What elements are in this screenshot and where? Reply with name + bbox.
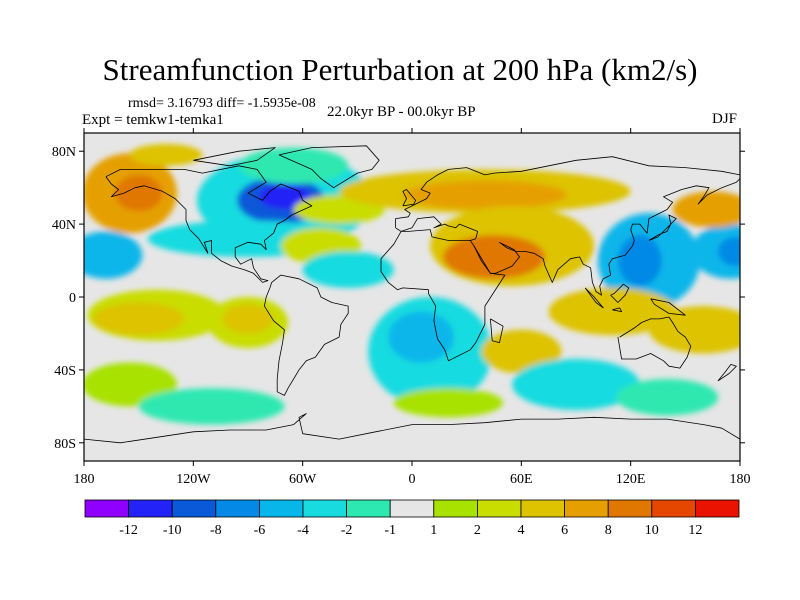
field-region	[129, 143, 203, 166]
colorbar-label: 6	[561, 523, 568, 538]
lon-tick-label: 60W	[289, 472, 317, 487]
field-region	[114, 174, 163, 212]
coastlines	[84, 145, 740, 444]
lat-tick-label: 80N	[52, 145, 76, 160]
colorbar-swatch	[433, 499, 478, 518]
coastline	[395, 216, 478, 241]
coastline	[650, 298, 686, 316]
coastline	[105, 165, 313, 283]
coastline	[717, 364, 737, 382]
field-region	[616, 379, 719, 416]
colorbar-label: -10	[163, 523, 182, 538]
field-region	[672, 191, 740, 228]
coastline	[617, 316, 692, 369]
colorbar-swatch	[302, 499, 347, 518]
field-region	[93, 302, 185, 336]
colorbar-swatch	[607, 499, 653, 518]
season-label: DJF	[712, 111, 738, 127]
field-region	[481, 329, 562, 374]
field-region	[84, 231, 143, 279]
coastline	[395, 156, 740, 228]
coastline	[490, 318, 504, 343]
colorbar-swatch	[84, 499, 129, 518]
lat-tick-label: 0	[69, 291, 76, 306]
colorbar-swatch	[651, 499, 696, 518]
colorbar-label: 10	[645, 523, 659, 538]
colorbar-swatch	[258, 499, 304, 518]
colorbar-swatch	[564, 499, 609, 518]
lat-tick-label: 40N	[52, 218, 76, 233]
colorbar-label: 2	[474, 523, 481, 538]
field-region	[648, 306, 740, 354]
colorbar-swatch	[346, 499, 391, 518]
lon-tick-label: 180	[74, 472, 95, 487]
field-region	[718, 236, 740, 267]
colorbar-label: -8	[210, 523, 222, 538]
coastline	[612, 307, 622, 312]
coastline	[402, 189, 416, 207]
colorbar-label: -6	[254, 523, 266, 538]
lon-tick-label: 60E	[510, 472, 533, 487]
colorbar-swatch	[128, 499, 173, 518]
colorbar-swatch	[215, 499, 260, 518]
coastline	[278, 145, 380, 189]
experiment-label: Expt = temkw1-temka1	[82, 112, 224, 128]
field-region	[617, 235, 662, 287]
field-region	[393, 388, 504, 418]
period-label: 22.0kyr BP - 00.0kyr BP	[327, 104, 476, 120]
field-region	[548, 287, 677, 336]
colorbar-label: -2	[341, 523, 353, 538]
colorbar-swatch	[695, 499, 740, 518]
colorbar-swatch	[476, 499, 522, 518]
stats-line: rmsd= 3.16793 diff= -1.5935e-08	[128, 96, 316, 111]
coastline	[648, 214, 677, 241]
field-region	[402, 180, 567, 210]
colorbar-label: -1	[384, 523, 396, 538]
lon-tick-label: 180	[730, 472, 751, 487]
field-region	[442, 235, 546, 279]
colorbar-swatch	[389, 499, 435, 518]
colorbar: -12 -10 -8 -6 -4 -2 -1 1 2 4 6 8 10 12	[84, 499, 740, 538]
lon-tick-label: 120E	[616, 472, 646, 487]
lon-tick-label: 0	[409, 472, 416, 487]
field-region	[302, 251, 394, 288]
coastline	[380, 229, 506, 362]
field-region	[512, 358, 640, 410]
coastline	[584, 287, 604, 309]
colorbar-swatch	[520, 499, 565, 518]
field-region	[690, 224, 740, 279]
lon-tick-label: 120W	[176, 472, 211, 487]
coastline	[473, 178, 740, 296]
colorbar-label: 12	[688, 523, 702, 538]
coastline	[264, 274, 349, 396]
coastline	[610, 283, 630, 303]
field-region	[238, 147, 349, 185]
coastline	[193, 147, 276, 167]
colorbar-label: 4	[518, 523, 525, 538]
colorbar-label: -12	[119, 523, 138, 538]
coastline	[84, 413, 740, 444]
colorbar-swatch	[171, 499, 217, 518]
lat-tick-label: 80S	[54, 437, 76, 452]
colorbar-label: 1	[430, 523, 437, 538]
colorbar-label: -4	[297, 523, 309, 538]
field-region	[222, 304, 274, 334]
lat-tick-label: 40S	[54, 364, 76, 379]
colorbar-label: 8	[605, 523, 612, 538]
plot-title: Streamfunction Perturbation at 200 hPa (…	[102, 52, 698, 87]
field-region	[138, 388, 285, 425]
field-region	[388, 311, 454, 363]
contour-field	[84, 143, 740, 425]
lat-axis: 80N 40N 0 40S 80S	[52, 145, 745, 452]
lon-axis: 180 120W 60W 0 60E 120E 180	[74, 128, 751, 487]
map-area	[84, 133, 740, 461]
